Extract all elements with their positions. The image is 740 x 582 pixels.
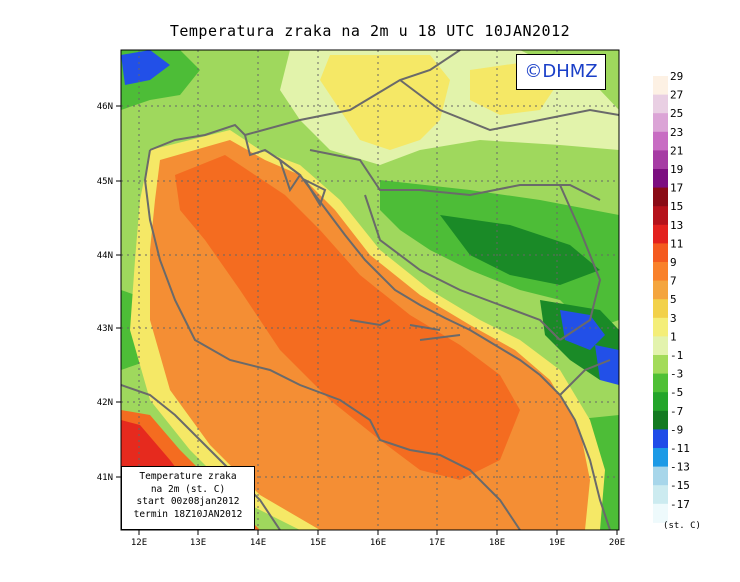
legend-label: -5 <box>670 386 683 399</box>
lon-label: 18E <box>489 538 505 548</box>
legend-swatch <box>653 94 668 114</box>
legend-label: 17 <box>670 182 683 195</box>
lon-labels: 12E 13E 14E 15E 16E 17E 18E 19E 20E <box>131 538 625 548</box>
legend-swatch <box>653 485 668 505</box>
legend-swatch <box>653 410 668 430</box>
legend-label: 3 <box>670 312 677 325</box>
legend-swatch <box>653 503 668 523</box>
legend-color-bar <box>653 76 668 523</box>
italy-west-coast <box>121 384 281 530</box>
tick-marks <box>116 105 618 535</box>
legend-swatch <box>653 169 668 189</box>
islands <box>278 157 461 341</box>
legend-swatch <box>653 113 668 133</box>
legend-label: -11 <box>670 442 690 455</box>
bosnia-south-border <box>364 194 561 341</box>
blue-alps <box>121 50 170 85</box>
info-line: Temperature zraka <box>139 471 237 482</box>
italy-coast <box>143 149 521 530</box>
lat-label: 44N <box>97 251 113 261</box>
legend-label: 11 <box>670 237 683 250</box>
lat-label: 46N <box>97 102 113 112</box>
yellow-region-north <box>320 55 450 150</box>
dark-green-bosnia <box>440 215 600 285</box>
lon-label: 15E <box>310 538 326 548</box>
legend-swatch <box>653 243 668 263</box>
coastlines-borders <box>121 50 619 530</box>
montenegro-border <box>559 359 611 396</box>
info-line: termin 18Z10JAN2012 <box>133 508 243 520</box>
lon-label: 17E <box>429 538 445 548</box>
legend-swatch <box>653 224 668 244</box>
lat-label: 41N <box>97 473 113 483</box>
legend-swatch <box>653 373 668 393</box>
dhmz-logo: ©DHMZ <box>516 54 606 90</box>
hungary-border <box>399 79 619 132</box>
legend-swatch <box>653 355 668 375</box>
info-line: na 2m (st. C) <box>150 483 226 495</box>
legend-swatch <box>653 299 668 319</box>
lon-label: 14E <box>250 538 266 548</box>
blue-east <box>595 345 619 385</box>
legend-swatch <box>653 206 668 226</box>
info-box: Temperature zraka na 2m (st. C) start 00… <box>121 466 255 530</box>
blue-montenegro <box>560 310 605 350</box>
legend-label: -9 <box>670 423 683 436</box>
legend-label: 1 <box>670 330 677 343</box>
legend-swatch <box>653 187 668 207</box>
legend-label: 23 <box>670 126 683 139</box>
lat-label: 43N <box>97 324 113 334</box>
legend-swatch <box>653 392 668 412</box>
deep-orange-open-sea <box>175 155 520 480</box>
legend-label: 21 <box>670 144 683 157</box>
lon-label: 20E <box>609 538 625 548</box>
legend-swatch <box>653 448 668 468</box>
legend-label: 9 <box>670 256 677 269</box>
legend-label: 13 <box>670 219 683 232</box>
legend-swatch <box>653 131 668 151</box>
legend-label: 25 <box>670 107 683 120</box>
legend-label: -7 <box>670 405 683 418</box>
legend-swatch <box>653 336 668 356</box>
legend-label: -17 <box>670 498 690 511</box>
legend-label: -1 <box>670 349 683 362</box>
graticule <box>121 50 619 530</box>
legend-label: -15 <box>670 479 690 492</box>
legend-swatch <box>653 280 668 300</box>
lon-label: 16E <box>370 538 386 548</box>
slovenia-border <box>244 50 461 136</box>
legend-swatch <box>653 76 668 96</box>
legend-swatch <box>653 150 668 170</box>
lon-label: 13E <box>190 538 206 548</box>
legend-labels: 29 27 25 23 21 19 17 15 13 11 9 7 5 3 1 -1 -3 -5 -7 -9 -11 -1… <box>670 70 690 511</box>
legend-swatch <box>653 317 668 337</box>
legend-label: -3 <box>670 368 683 381</box>
legend-label: 5 <box>670 293 677 306</box>
legend-label: 29 <box>670 70 683 83</box>
lat-labels: 46N 45N 44N 43N 42N 41N <box>97 102 113 483</box>
legend-swatch <box>653 262 668 282</box>
map-title: Temperatura zraka na 2m u 18 UTC 10JAN20… <box>169 22 571 40</box>
lat-label: 45N <box>97 177 113 187</box>
legend-swatch <box>653 429 668 449</box>
legend-unit: (st. C) <box>663 521 701 531</box>
legend-label: 19 <box>670 163 683 176</box>
legend-label: 15 <box>670 200 683 213</box>
map-field <box>121 50 619 530</box>
legend-swatch <box>653 466 668 486</box>
lon-label: 12E <box>131 538 147 548</box>
plot-frame <box>120 49 620 531</box>
legend-label: 7 <box>670 275 677 288</box>
legend-label: 27 <box>670 89 683 102</box>
legend-label: -13 <box>670 461 690 474</box>
serbia-border <box>559 184 602 341</box>
lat-label: 42N <box>97 398 113 408</box>
bosnia-north-border <box>309 149 601 201</box>
info-line: start 00z08jan2012 <box>136 496 240 507</box>
adriatic-east-coast <box>149 123 611 530</box>
lon-label: 19E <box>549 538 565 548</box>
